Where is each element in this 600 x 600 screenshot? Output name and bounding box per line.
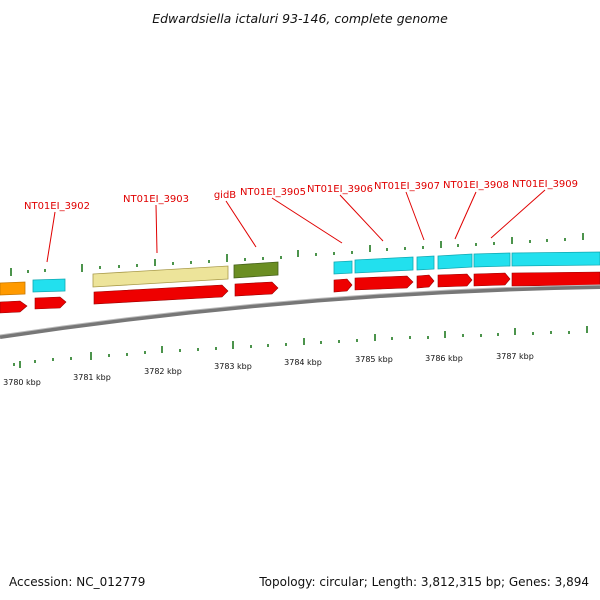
gene-track [0,251,600,296]
outer-tick-row [10,233,584,276]
gene-box-yellow [92,265,229,288]
gene-box-orange [0,281,26,296]
cds-arrow-3 [93,284,229,305]
gene-labels: NT01EI_3902 NT01EI_3903 gidB NT01EI_3905… [24,179,578,212]
cds-arrow-5 [333,278,353,293]
genome-backbone [0,285,600,339]
gene-box-cyan-2 [333,260,353,275]
cds-arrow-4 [234,281,279,297]
genome-summary-text: Topology: circular; Length: 3,812,315 bp… [258,575,589,589]
gene-label: NT01EI_3902 [24,201,90,212]
gene-label: gidB [214,190,236,201]
axis-label: 3782 kbp [144,367,182,376]
axis-label: 3783 kbp [214,362,252,371]
cds-arrow-2 [34,296,67,310]
axis-label: 3784 kbp [284,358,322,367]
cds-arrow-7 [416,274,435,289]
cds-arrow-8 [437,273,473,288]
gene-label: NT01EI_3909 [512,179,578,190]
gene-label: NT01EI_3906 [307,184,373,195]
axis-label: 3785 kbp [355,355,393,364]
accession-text: Accession: NC_012779 [9,575,145,589]
axis-label: 3786 kbp [425,354,463,363]
gene-box-cyan-6 [473,252,511,268]
inner-tick-row [13,326,588,368]
cds-arrow-1 [0,300,28,314]
map-title: Edwardsiella ictaluri 93-146, complete g… [152,11,448,26]
cds-arrow-9 [473,272,511,287]
cds-arrow-10 [511,271,600,287]
gene-label: NT01EI_3905 [240,187,306,198]
gene-box-cyan-3 [354,256,414,274]
gene-box-cyan-7 [511,251,600,267]
gene-box-cyan-5 [437,253,473,270]
gene-box-cyan-1 [32,278,66,293]
gene-label: NT01EI_3903 [123,194,189,205]
axis-label: 3787 kbp [496,352,534,361]
axis-labels: 3780 kbp 3781 kbp 3782 kbp 3783 kbp 3784… [3,352,534,387]
axis-label: 3781 kbp [73,373,111,382]
gene-label: NT01EI_3907 [374,181,440,192]
gene-box-cyan-4 [416,255,435,271]
leader-lines [46,189,546,263]
gene-box-olive [233,261,279,279]
cds-arrow-6 [354,275,414,291]
cds-track [0,271,600,314]
axis-label: 3780 kbp [3,378,41,387]
gene-label: NT01EI_3908 [443,180,509,191]
